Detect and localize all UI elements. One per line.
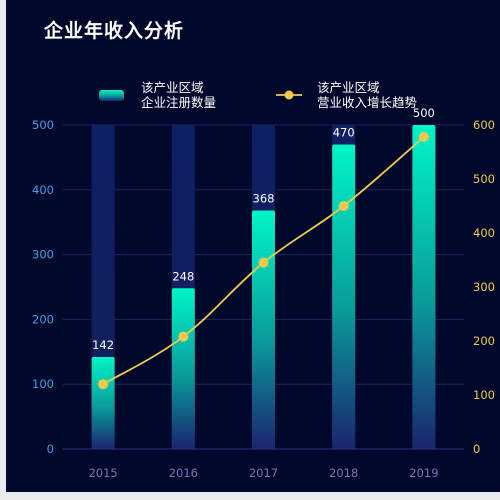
right-axis-tick: 400	[473, 226, 495, 240]
trend-point-2017[interactable]	[258, 257, 269, 268]
right-axis-tick: 500	[473, 172, 495, 186]
legend-line-label: 营业收入增长趋势	[317, 95, 418, 110]
bar-2018[interactable]	[332, 144, 356, 449]
chart-title: 企业年收入分析	[44, 20, 185, 42]
legend-line-marker	[284, 90, 294, 100]
chart-canvas: 142 248 368 470 500 0 100 200 300 400 500 0 100 200 3…	[32, 80, 495, 480]
bar-data-label: 248	[172, 269, 194, 283]
left-axis-tick: 0	[47, 442, 54, 456]
bar-data-label: 142	[92, 338, 114, 352]
bar-data-label: 368	[253, 192, 275, 206]
bar-2019[interactable]	[412, 125, 436, 449]
x-axis-tick: 2015	[88, 466, 117, 480]
x-axis-tick: 2018	[329, 466, 358, 480]
x-axis-tick: 2017	[249, 466, 278, 480]
right-axis-tick: 600	[473, 118, 495, 132]
left-axis-tick: 400	[32, 183, 54, 197]
legend-line-label: 该产业区域	[317, 80, 380, 95]
trend-point-2019[interactable]	[418, 131, 429, 142]
bar-data-label: 470	[333, 125, 355, 139]
left-axis-tick: 100	[32, 377, 54, 391]
trend-point-2018[interactable]	[338, 201, 349, 211]
bar-2017[interactable]	[252, 210, 275, 449]
bar-2015[interactable]	[91, 356, 115, 449]
trend-point-2015[interactable]	[98, 379, 109, 390]
right-axis-tick: 100	[473, 388, 495, 402]
bar-data-label: 500	[413, 106, 435, 120]
left-axis-tick: 200	[32, 312, 54, 326]
x-axis-tick: 2016	[169, 466, 198, 480]
legend-bar-swatch	[99, 90, 124, 101]
legend-bar-label: 企业注册数量	[141, 95, 216, 110]
right-axis-tick: 0	[473, 442, 480, 456]
right-axis-tick: 200	[473, 334, 495, 348]
trend-point-2016[interactable]	[178, 331, 189, 342]
x-axis-tick: 2019	[409, 466, 438, 480]
right-axis-tick: 300	[473, 280, 495, 294]
left-axis-tick: 500	[32, 118, 54, 132]
left-axis-tick: 300	[32, 248, 54, 262]
bar-2016[interactable]	[171, 288, 195, 449]
legend-bar-label: 该产业区域	[141, 80, 204, 95]
